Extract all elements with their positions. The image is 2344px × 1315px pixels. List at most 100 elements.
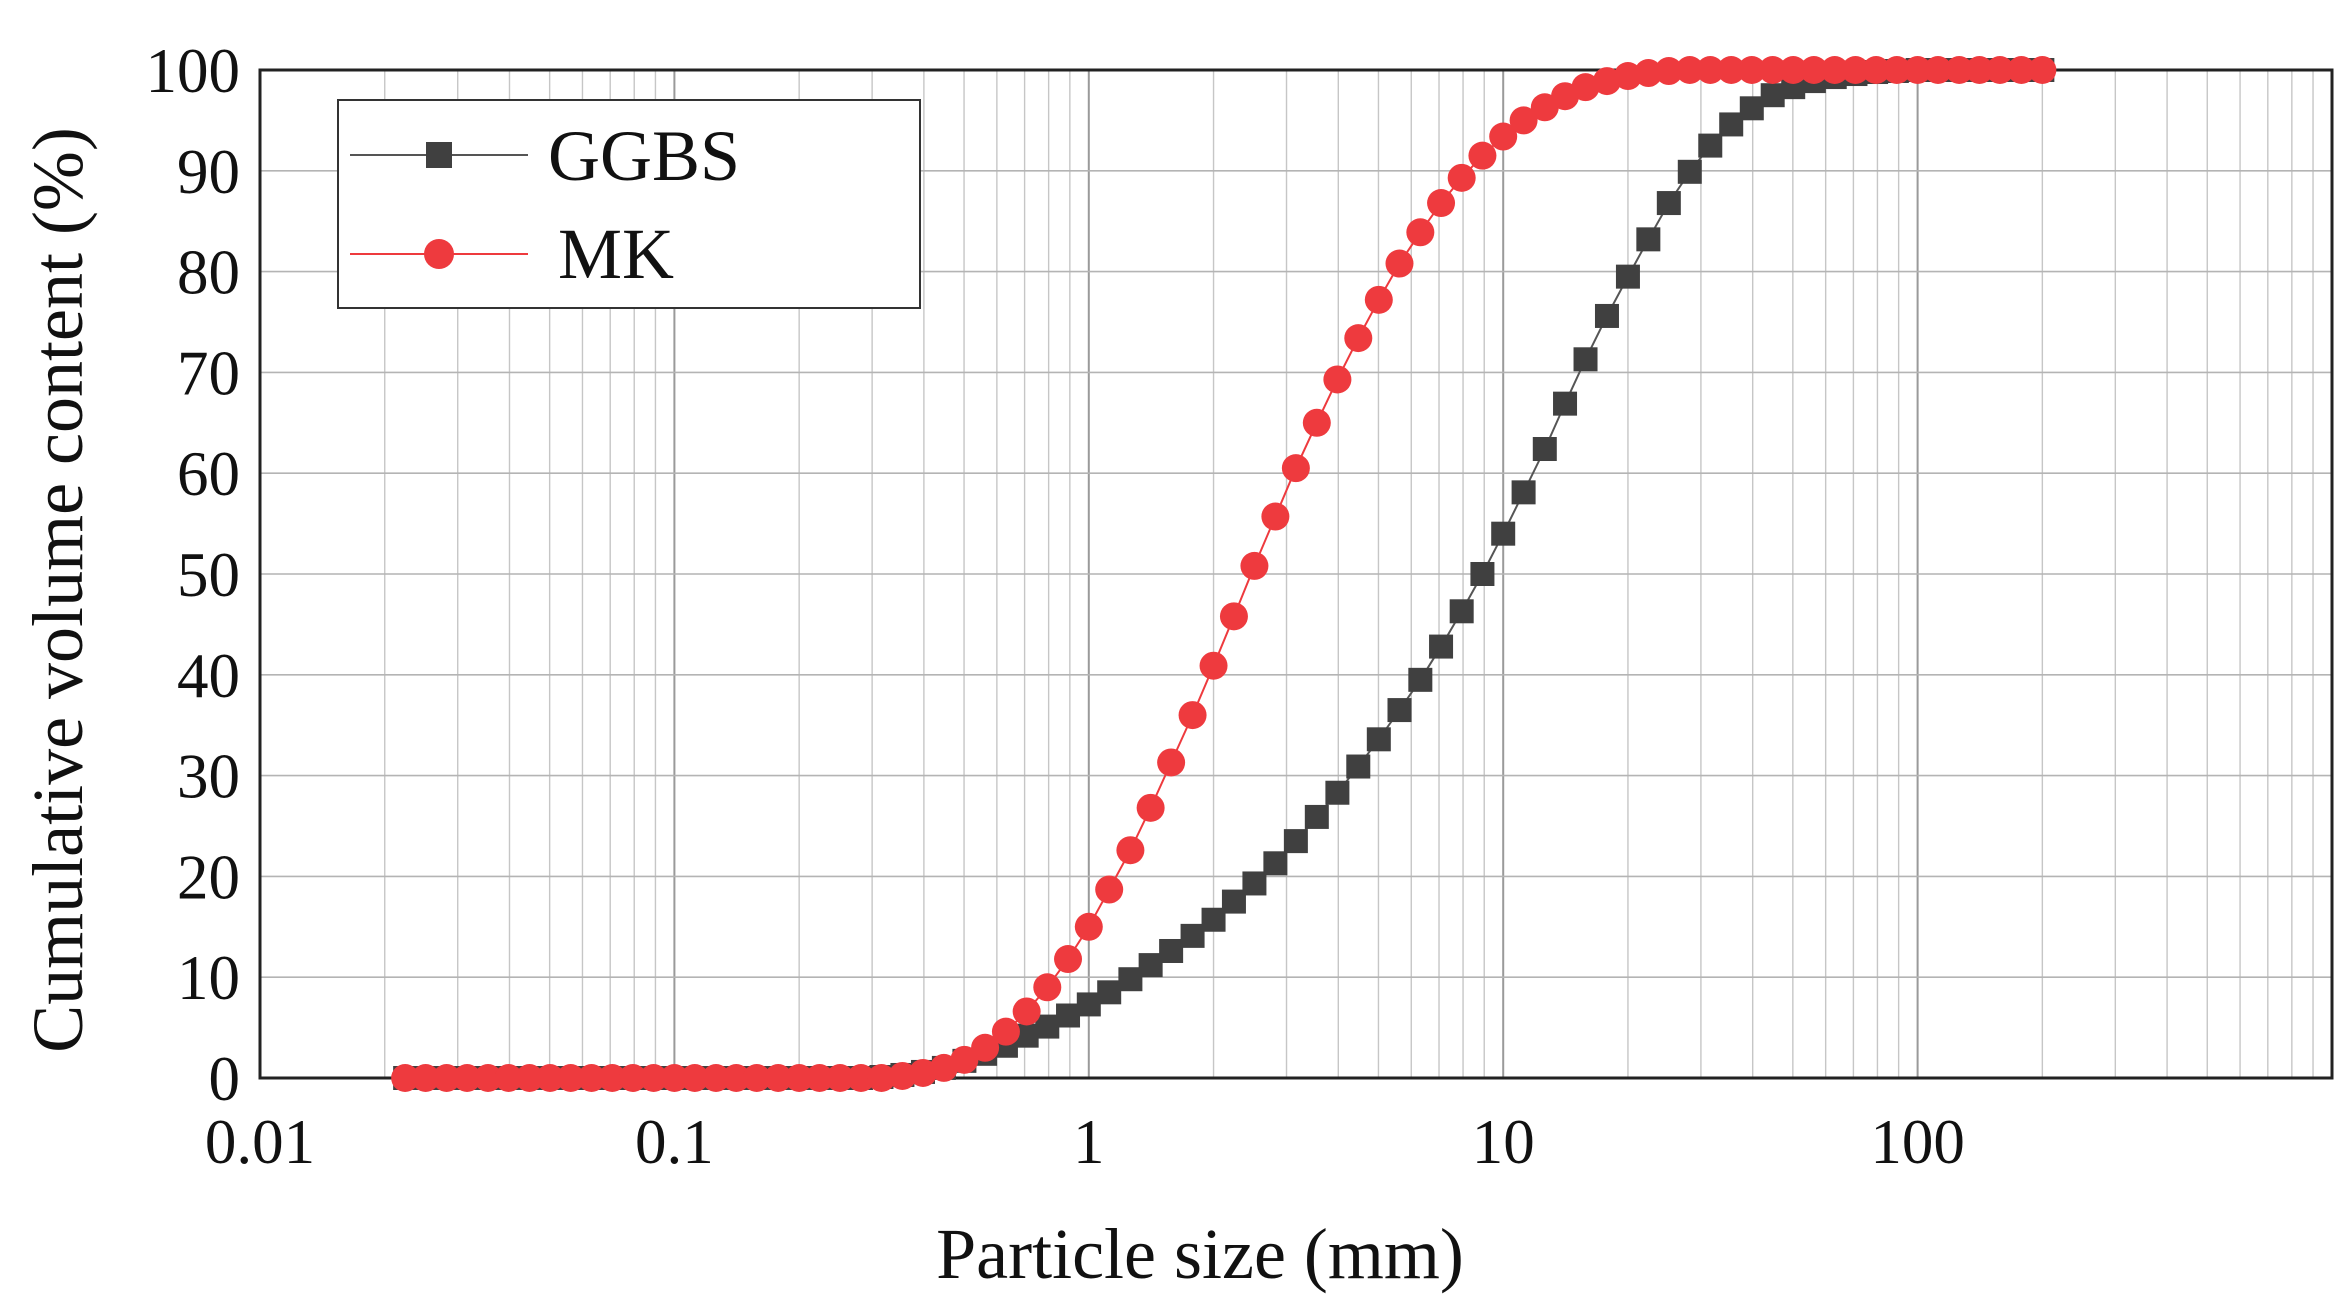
- data-point-mk: [1095, 875, 1124, 904]
- data-point-mk: [1779, 56, 1808, 84]
- data-point-mk: [1344, 324, 1373, 353]
- data-point-mk: [432, 1064, 461, 1092]
- data-point-mk: [1447, 163, 1476, 192]
- data-point-ggbs: [1056, 1003, 1081, 1028]
- y-axis-title: Cumulative volume content (%): [18, 127, 98, 1053]
- data-point-ggbs: [1760, 83, 1785, 108]
- data-point-ggbs: [1221, 889, 1246, 914]
- y-tick-label: 30: [177, 742, 240, 812]
- data-point-mk: [1012, 997, 1041, 1026]
- legend-marker-ggbs: [426, 142, 452, 168]
- data-point-ggbs: [1159, 938, 1184, 963]
- y-tick-labels: 0 10 20 30 40 50 60 70 80 90 100: [146, 36, 241, 1114]
- data-point-mk: [1903, 56, 1932, 84]
- y-tick-label: 40: [177, 641, 240, 711]
- data-point-ggbs: [1739, 96, 1764, 121]
- data-point-mk: [1406, 218, 1435, 247]
- data-point-mk: [867, 1064, 896, 1092]
- data-point-mk: [1634, 59, 1663, 88]
- data-point-ggbs: [1346, 754, 1371, 779]
- data-point-ggbs: [1636, 227, 1661, 252]
- y-tick-label: 20: [177, 842, 240, 912]
- data-point-mk: [1240, 551, 1269, 580]
- legend-box: [337, 99, 921, 309]
- data-point-mk: [1820, 56, 1849, 84]
- data-point-mk: [391, 1064, 420, 1092]
- legend: GGBS MK: [337, 99, 921, 309]
- data-point-ggbs: [1366, 727, 1391, 752]
- data-point-mk: [1509, 106, 1538, 135]
- data-point-mk: [1737, 56, 1766, 84]
- data-point-mk: [1178, 701, 1207, 730]
- series-layer: [391, 56, 2057, 1092]
- data-point-mk: [846, 1064, 875, 1092]
- data-point-mk: [1219, 602, 1248, 631]
- legend-label-mk: MK: [558, 214, 674, 294]
- data-point-mk: [1654, 57, 1683, 86]
- data-point-mk: [908, 1058, 937, 1087]
- data-point-ggbs: [1201, 907, 1226, 932]
- data-point-mk: [2007, 56, 2036, 84]
- data-point-ggbs: [1076, 992, 1101, 1017]
- data-point-ggbs: [1118, 967, 1143, 992]
- data-point-ggbs: [1304, 804, 1329, 829]
- data-point-mk: [701, 1064, 730, 1092]
- x-tick-label: 0.1: [635, 1107, 714, 1177]
- data-point-mk: [991, 1017, 1020, 1046]
- data-point-mk: [1571, 73, 1600, 102]
- data-point-ggbs: [1553, 391, 1578, 416]
- data-point-mk: [660, 1064, 689, 1092]
- x-tick-labels: 0.01 0.1 1 10 100: [205, 1107, 1965, 1177]
- data-point-mk: [1074, 912, 1103, 941]
- data-point-ggbs: [1242, 871, 1267, 896]
- data-point-mk: [474, 1064, 503, 1092]
- data-point-mk: [764, 1064, 793, 1092]
- data-point-mk: [639, 1064, 668, 1092]
- data-point-mk: [1427, 189, 1456, 218]
- data-point-mk: [536, 1064, 565, 1092]
- data-point-mk: [722, 1064, 751, 1092]
- data-point-ggbs: [1035, 1014, 1060, 1039]
- data-point-mk: [1157, 748, 1186, 777]
- data-point-mk: [1489, 122, 1518, 151]
- data-point-ggbs: [1180, 923, 1205, 948]
- y-tick-label: 60: [177, 439, 240, 509]
- data-point-mk: [680, 1064, 709, 1092]
- data-point-mk: [950, 1045, 979, 1074]
- data-point-mk: [1136, 793, 1165, 822]
- series-mk: [391, 56, 2057, 1092]
- data-point-mk: [2028, 56, 2057, 84]
- x-tick-label: 100: [1870, 1107, 1965, 1177]
- data-point-mk: [453, 1064, 482, 1092]
- data-point-mk: [1302, 408, 1331, 437]
- y-tick-label: 100: [146, 36, 241, 106]
- data-point-ggbs: [1429, 634, 1454, 659]
- data-point-ggbs: [1408, 667, 1433, 692]
- data-point-mk: [1862, 56, 1891, 84]
- data-point-mk: [598, 1064, 627, 1092]
- data-point-mk: [1717, 56, 1746, 84]
- data-point-mk: [971, 1033, 1000, 1062]
- plot-frame: [258, 68, 2334, 1080]
- data-point-mk: [1758, 56, 1787, 84]
- data-point-mk: [1923, 56, 1952, 84]
- data-point-mk: [1592, 67, 1621, 96]
- data-point-mk: [826, 1064, 855, 1092]
- x-tick-label: 10: [1472, 1107, 1535, 1177]
- data-point-ggbs: [1573, 347, 1598, 372]
- data-point-ggbs: [1263, 851, 1288, 876]
- data-point-mk: [1675, 56, 1704, 84]
- y-tick-label: 0: [209, 1044, 241, 1114]
- data-point-ggbs: [1387, 698, 1412, 723]
- data-point-ggbs: [1325, 780, 1350, 805]
- data-point-ggbs: [1470, 562, 1495, 586]
- data-point-ggbs: [1656, 191, 1681, 216]
- data-point-ggbs: [1138, 953, 1163, 978]
- data-point-mk: [1468, 141, 1497, 170]
- data-point-mk: [411, 1064, 440, 1092]
- data-point-mk: [618, 1064, 647, 1092]
- x-axis-title: Particle size (mm): [936, 1214, 1464, 1294]
- data-point-mk: [515, 1064, 544, 1092]
- y-tick-label: 80: [177, 238, 240, 308]
- data-point-mk: [1261, 502, 1290, 531]
